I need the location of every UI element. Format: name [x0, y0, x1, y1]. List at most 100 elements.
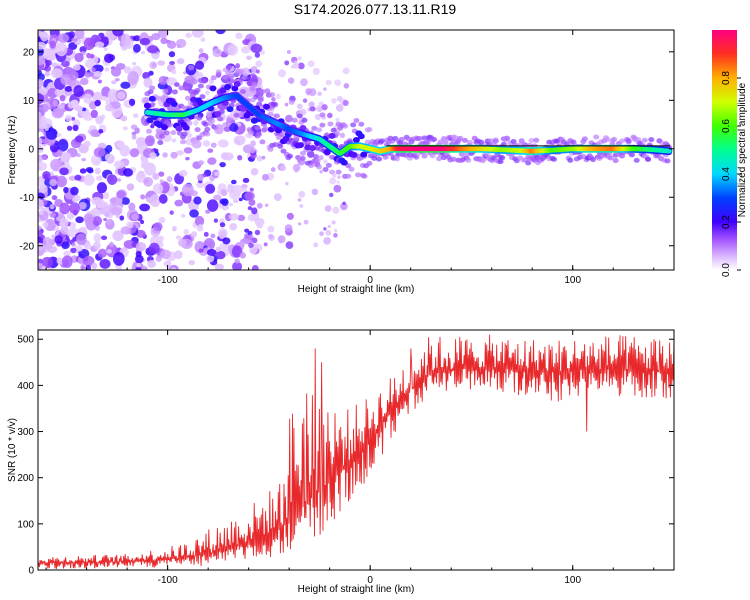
y-tick-label: 200	[17, 473, 34, 484]
noise-blob	[254, 52, 261, 58]
ridge-halo	[215, 71, 222, 77]
ridge-blob	[357, 133, 365, 140]
noise-blob	[217, 190, 222, 195]
noise-blob	[227, 44, 239, 56]
spectrogram-y-ticks: -20 -10 0 10 20	[20, 47, 674, 252]
noise-blob	[254, 229, 261, 236]
noise-blob	[59, 217, 69, 228]
noise-blob	[256, 155, 263, 162]
ridge-halo	[311, 125, 318, 131]
noise-blob	[177, 238, 187, 247]
noise-blob	[103, 218, 108, 221]
noise-blob	[239, 252, 246, 259]
noise-blob	[96, 182, 108, 194]
noise-blob	[166, 77, 178, 86]
noise-blob	[38, 73, 45, 81]
noise-blob	[82, 255, 95, 267]
noise-blob	[312, 67, 320, 75]
ridge-halo	[581, 136, 588, 142]
noise-blob	[259, 80, 263, 84]
noise-blob	[292, 62, 299, 69]
snr-series-line	[38, 334, 674, 570]
noise-blob	[191, 139, 202, 149]
ridge-halo	[246, 76, 253, 82]
ridge-halo	[301, 117, 308, 123]
ridge-halo	[227, 73, 234, 79]
noise-blob	[83, 93, 93, 104]
noise-blob	[141, 158, 149, 167]
noise-blob	[247, 213, 256, 222]
ridge-blob	[323, 149, 331, 156]
noise-blob	[286, 50, 291, 55]
noise-blob	[247, 206, 253, 211]
ridge-halo	[157, 140, 164, 146]
ridge-halo	[212, 125, 219, 131]
noise-blob	[158, 171, 165, 177]
ridge-halo	[194, 87, 201, 93]
ridge-halo	[248, 130, 255, 136]
noise-blob	[91, 196, 102, 205]
noise-blob	[196, 181, 205, 189]
ridge-halo	[145, 128, 152, 134]
noise-blob	[120, 33, 131, 46]
noise-blob	[74, 245, 84, 252]
noise-blob	[66, 125, 73, 131]
noise-blob	[44, 71, 51, 77]
ridge-halo	[335, 121, 342, 127]
ridge-halo	[239, 88, 246, 94]
noise-blob	[285, 114, 293, 123]
noise-blob	[319, 231, 324, 237]
ridge-halo	[267, 111, 274, 117]
ridge-blob	[214, 111, 222, 118]
noise-blob	[92, 91, 103, 103]
ridge-halo	[317, 155, 324, 161]
noise-blob	[197, 173, 204, 181]
noise-blob	[49, 212, 56, 218]
ridge-halo	[201, 78, 208, 84]
ridge-halo	[225, 121, 232, 127]
noise-blob	[51, 234, 56, 239]
noise-blob	[56, 149, 63, 157]
noise-blob	[39, 31, 49, 42]
noise-blob	[340, 202, 348, 211]
noise-blob	[42, 170, 51, 180]
noise-blob	[287, 77, 295, 84]
ridge-blob	[182, 124, 190, 131]
ridge-halo	[194, 127, 201, 133]
noise-blob	[99, 258, 111, 269]
ridge-halo	[436, 156, 443, 162]
noise-blob	[59, 151, 72, 162]
ridge-halo	[528, 138, 535, 144]
noise-blob	[108, 241, 114, 248]
noise-blob	[171, 225, 177, 232]
noise-blob	[238, 197, 243, 202]
noise-blob	[188, 78, 198, 85]
noise-blob	[41, 48, 53, 57]
noise-blob	[71, 197, 78, 203]
noise-blob	[247, 234, 254, 241]
ridge-halo	[170, 130, 177, 136]
noise-blob	[221, 204, 230, 211]
ridge-halo	[319, 122, 326, 128]
noise-blob	[333, 228, 338, 233]
noise-blob	[321, 104, 328, 111]
noise-blob	[93, 241, 101, 250]
ridge-halo	[333, 131, 340, 137]
noise-blob	[79, 168, 87, 174]
noise-blob	[198, 48, 204, 54]
noise-blob	[221, 198, 229, 206]
noise-blob	[170, 267, 177, 270]
ridge-core	[666, 148, 672, 154]
noise-blob	[207, 157, 217, 165]
noise-blob	[342, 67, 350, 75]
noise-blob	[284, 60, 290, 66]
ridge-halo	[238, 68, 245, 74]
noise-blob	[104, 153, 112, 162]
y-tick-label: 500	[17, 335, 34, 346]
noise-blob	[116, 91, 126, 100]
noise-blob	[104, 103, 114, 112]
noise-blob	[65, 114, 73, 122]
ridge-blob	[175, 125, 183, 132]
ridge-halo	[286, 153, 293, 159]
